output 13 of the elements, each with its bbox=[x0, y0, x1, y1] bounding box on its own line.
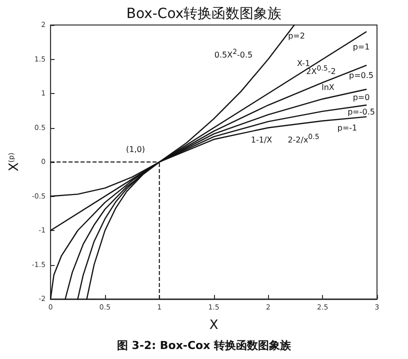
chart-title: Box-Cox转换函数图象族 bbox=[126, 6, 282, 22]
annotation: (1,0) bbox=[126, 145, 145, 154]
annotation: X-1 bbox=[296, 58, 310, 68]
annotation: p=2 bbox=[288, 31, 305, 40]
annotation: lnX bbox=[322, 82, 335, 92]
annotation: 1-1/X bbox=[250, 136, 273, 145]
annotation: p=0.5 bbox=[348, 71, 374, 80]
annotation: p=-1 bbox=[337, 123, 358, 132]
x-axis-title: X bbox=[209, 318, 218, 333]
annotation: p=-0.5 bbox=[348, 108, 375, 117]
caption: 图 3-2: Box-Cox 转换函数图象族 bbox=[116, 339, 292, 352]
annotation: p=1 bbox=[352, 42, 370, 52]
annotation: p=0 bbox=[352, 93, 370, 102]
